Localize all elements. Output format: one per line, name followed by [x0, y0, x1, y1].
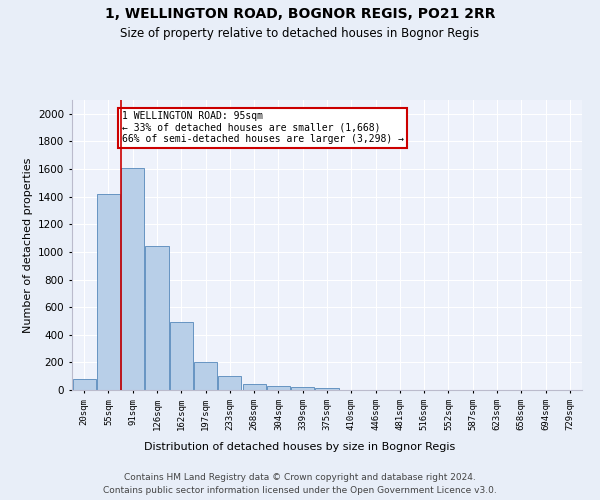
Text: 1, WELLINGTON ROAD, BOGNOR REGIS, PO21 2RR: 1, WELLINGTON ROAD, BOGNOR REGIS, PO21 2…	[105, 8, 495, 22]
Bar	[121, 168, 144, 390]
Bar	[194, 362, 217, 390]
Bar	[97, 194, 120, 390]
Bar	[291, 387, 314, 390]
Text: Contains HM Land Registry data © Crown copyright and database right 2024.
Contai: Contains HM Land Registry data © Crown c…	[103, 474, 497, 495]
Bar	[73, 379, 95, 390]
Text: Size of property relative to detached houses in Bognor Regis: Size of property relative to detached ho…	[121, 28, 479, 40]
Bar	[218, 376, 241, 390]
Text: 1 WELLINGTON ROAD: 95sqm
← 33% of detached houses are smaller (1,668)
66% of sem: 1 WELLINGTON ROAD: 95sqm ← 33% of detach…	[122, 111, 404, 144]
Bar	[170, 322, 193, 390]
Y-axis label: Number of detached properties: Number of detached properties	[23, 158, 32, 332]
Bar	[242, 384, 266, 390]
Bar	[316, 388, 338, 390]
Bar	[145, 246, 169, 390]
Text: Distribution of detached houses by size in Bognor Regis: Distribution of detached houses by size …	[145, 442, 455, 452]
Bar	[267, 386, 290, 390]
